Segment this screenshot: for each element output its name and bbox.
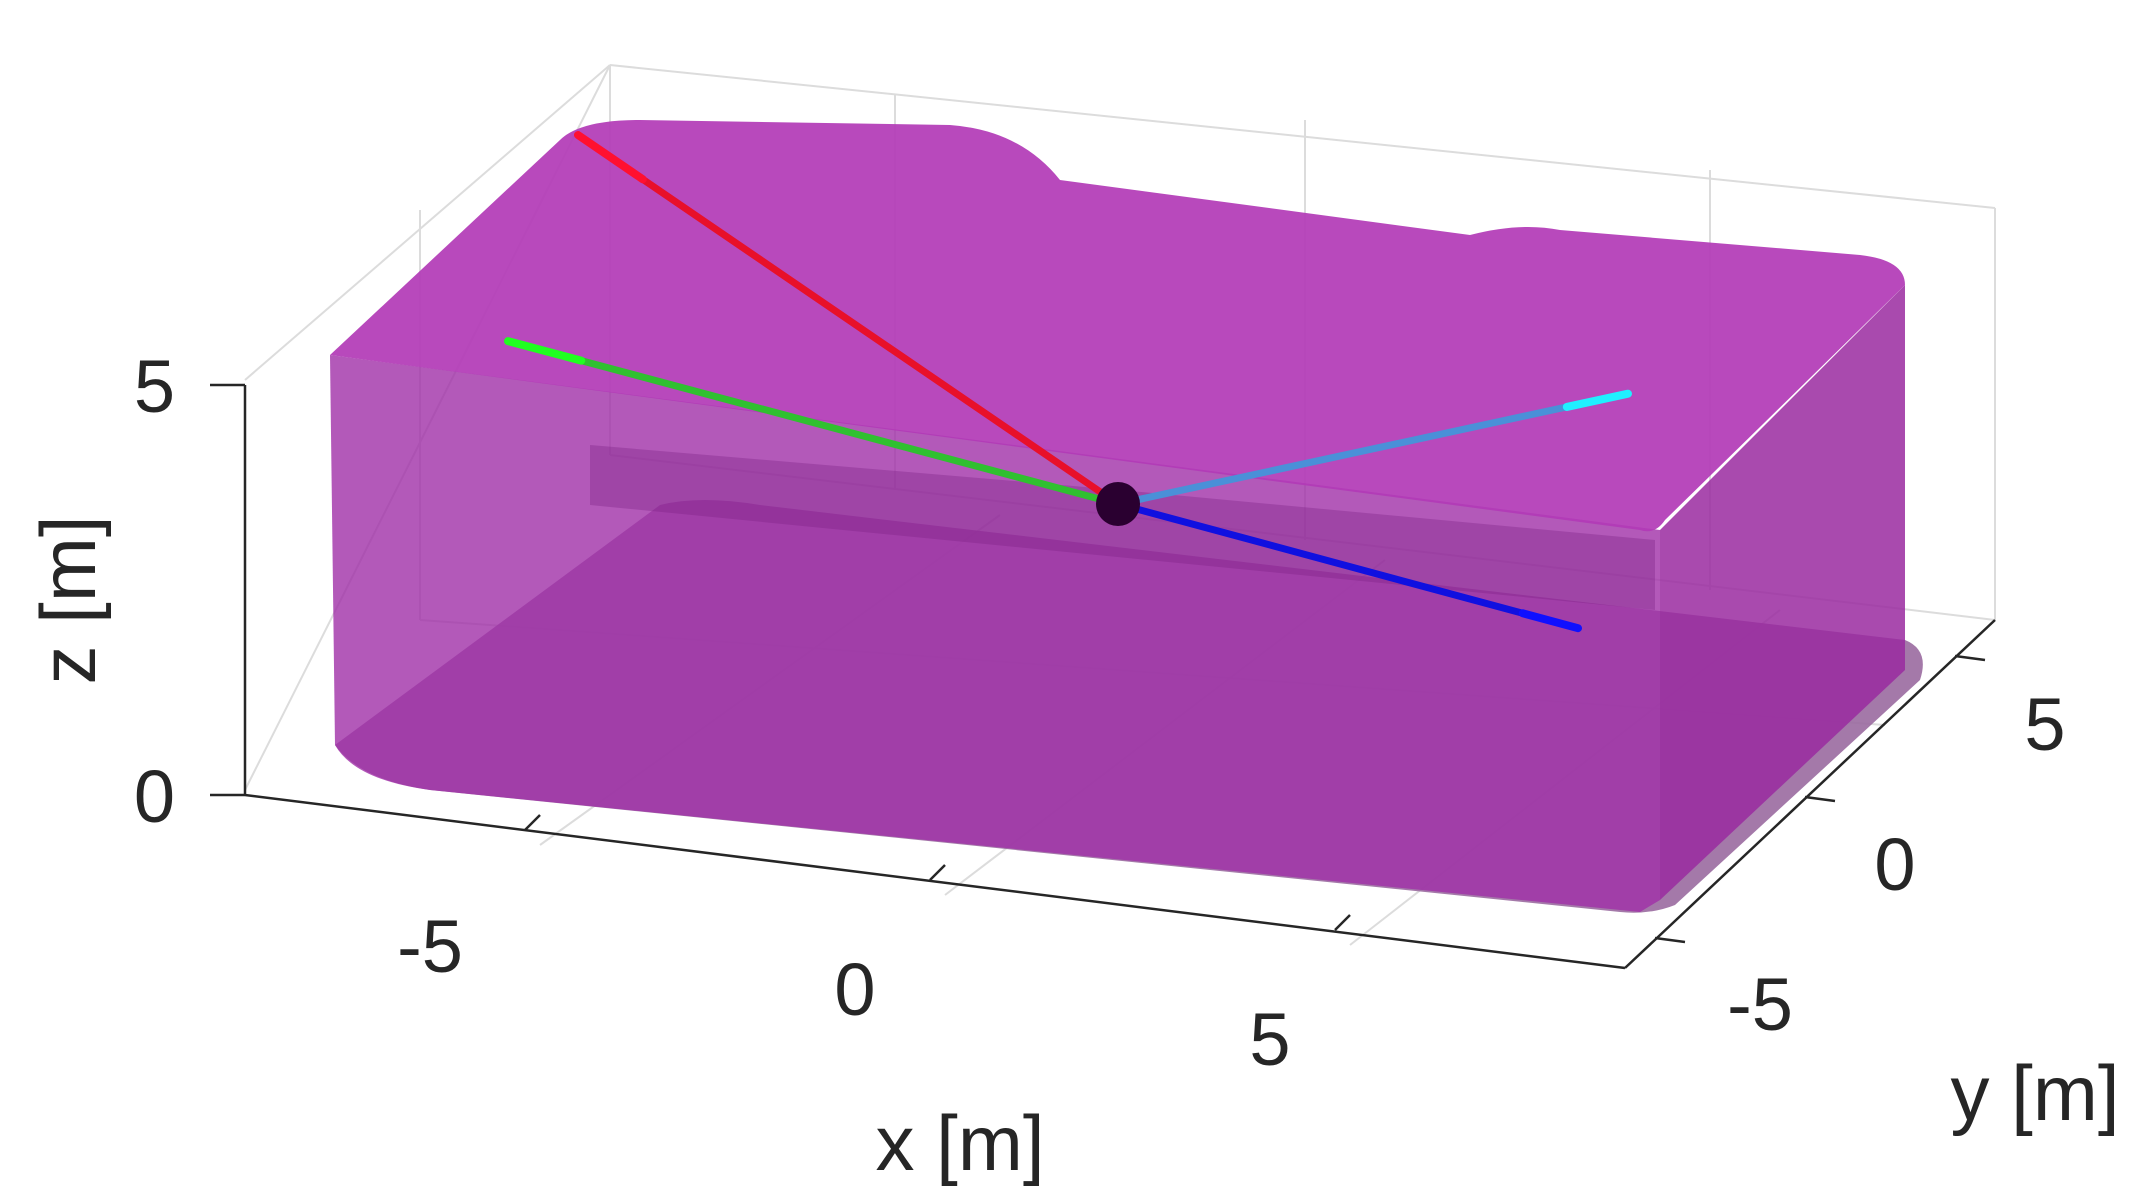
tick-labels: 5 0 -5 0 5 -5 0 5: [134, 345, 2066, 1081]
y-tick-label: 0: [1874, 823, 1915, 906]
x-tick-mark: [929, 864, 946, 881]
y-axis-title: y [m]: [1951, 1049, 2120, 1137]
axis-lines: [210, 383, 1996, 970]
series-line: [574, 131, 1122, 508]
x-axis-line: [244, 793, 1626, 970]
grid-line: [244, 64, 611, 381]
y-axis-line: [1624, 619, 1996, 969]
x-tick-mark: [524, 814, 541, 831]
y-tick-mark: [1654, 936, 1686, 944]
y-tick-label: 5: [2024, 683, 2065, 766]
grid-line: [609, 64, 1996, 209]
series-line-tip: [574, 131, 647, 184]
series-layer: [504, 131, 1632, 633]
series-line: [1114, 390, 1632, 508]
series-line-tip: [504, 337, 586, 365]
y-tick-mark: [1804, 795, 1836, 803]
volume-front-face: [330, 355, 1660, 912]
x-tick-label: 0: [834, 948, 875, 1031]
z-tick-label: 5: [134, 345, 175, 428]
series-line-tip: [1518, 609, 1582, 633]
z-tick-label: 0: [134, 755, 175, 838]
volume-inner-shadow: [590, 445, 1655, 610]
series-line: [504, 337, 1122, 508]
x-tick-mark: [1334, 914, 1351, 931]
volume-right-face: [1660, 285, 1905, 900]
volume: [330, 120, 1923, 913]
y-tick-mark: [1954, 654, 1986, 662]
center-point: [1096, 482, 1140, 526]
z-axis-title: z [m]: [24, 516, 112, 685]
y-tick-label: -5: [1727, 963, 1793, 1046]
series-line: [1114, 500, 1582, 632]
x-axis-title: x [m]: [876, 1099, 1045, 1187]
x-tick-label: 5: [1249, 998, 1290, 1081]
volume-top-face: [330, 120, 1905, 532]
x-tick-label: -5: [397, 905, 463, 988]
series-line-tip: [1562, 389, 1632, 411]
